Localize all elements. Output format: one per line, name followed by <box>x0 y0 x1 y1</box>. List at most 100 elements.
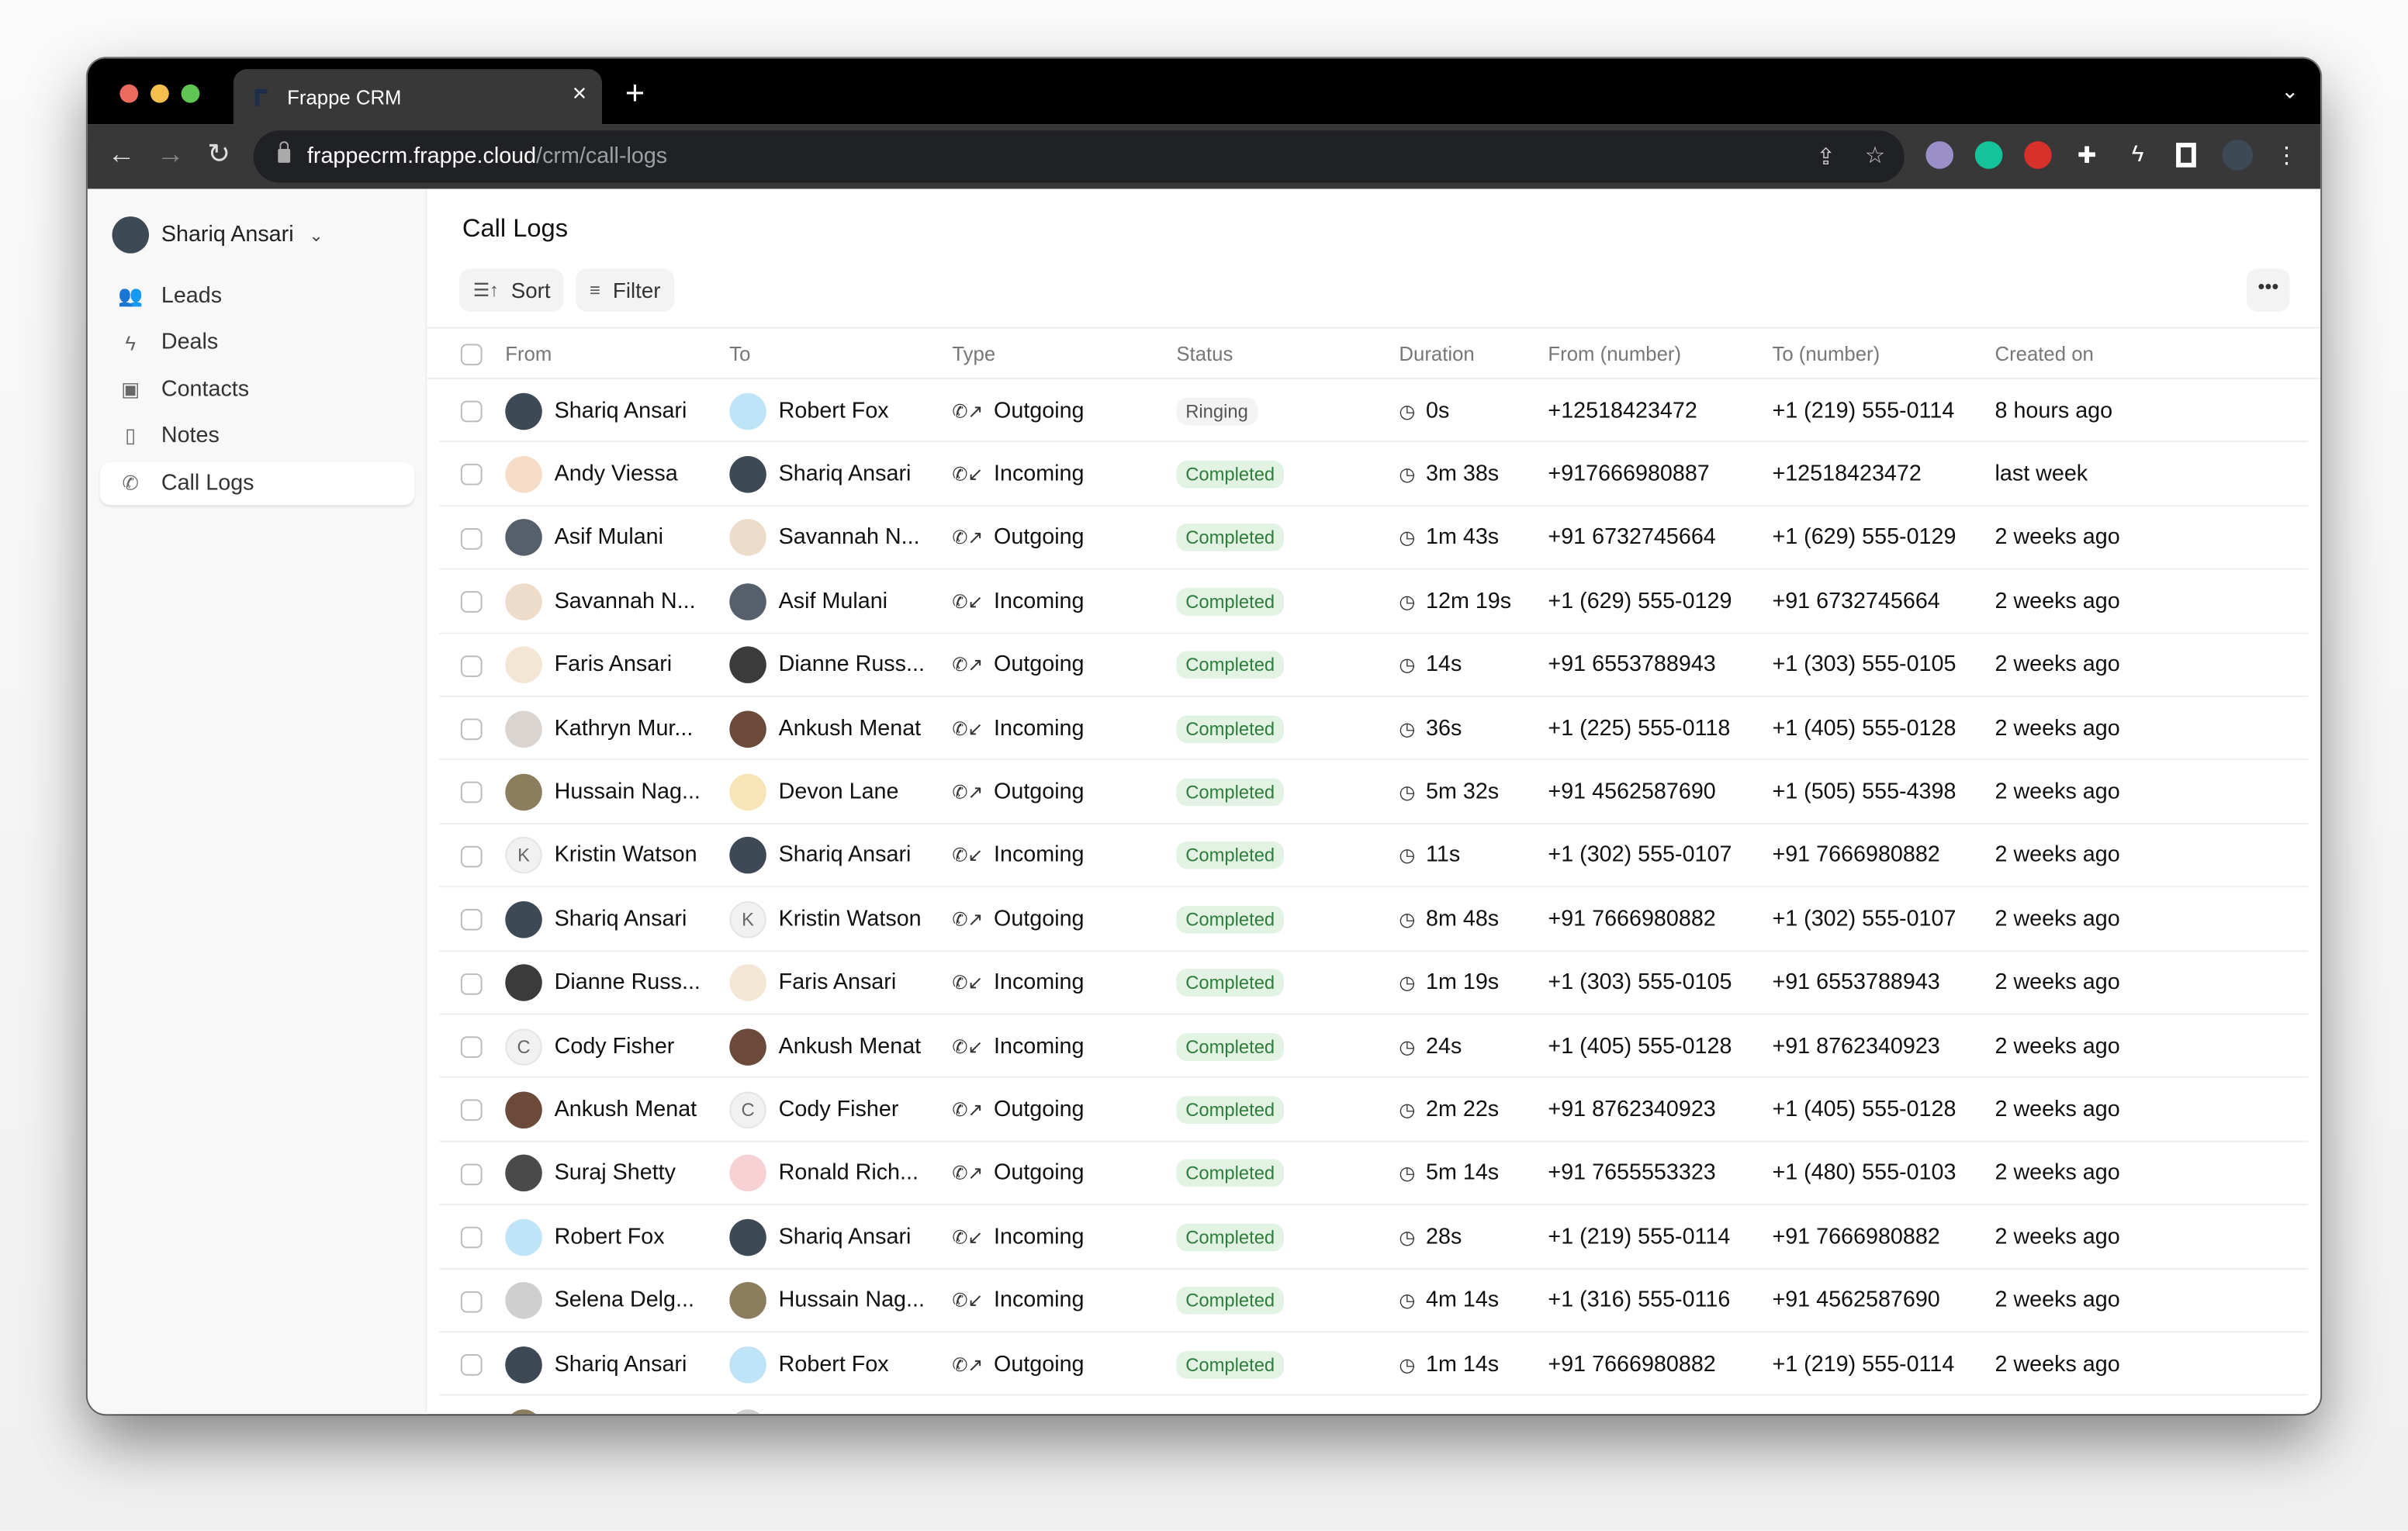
from-number: +91 7655553323 <box>1548 1161 1716 1186</box>
sidebar: Shariq Ansari ⌄ 👥 Leads ϟ Deals ▣ Contacts ▯ No… <box>87 188 427 1415</box>
table-row[interactable]: Hussain Nag... Devon Lane ✆↗ Outgoing Comple… <box>439 761 2309 824</box>
row-checkbox[interactable] <box>460 655 483 677</box>
row-checkbox[interactable] <box>460 1291 483 1312</box>
row-checkbox[interactable] <box>460 973 483 994</box>
type-cell: ✆↗ Outgoing <box>952 888 1084 951</box>
clock-icon: ◷ <box>1399 717 1416 740</box>
type-cell: ✆↙ Incoming <box>952 1269 1084 1332</box>
duration: 4m 14s <box>1426 1288 1500 1313</box>
browser-menu-icon[interactable]: ⋮ <box>2275 143 2299 169</box>
row-checkbox[interactable] <box>460 1100 483 1121</box>
column-header[interactable]: Created on <box>1995 342 2094 366</box>
row-checkbox[interactable] <box>460 1163 483 1185</box>
table-row[interactable]: Selena Delg... Hussain Nag... ✆↙ Incoming Co… <box>439 1269 2309 1333</box>
sort-button[interactable]: ☰↑ Sort <box>458 268 565 312</box>
table-row[interactable] <box>439 1396 2308 1415</box>
column-header[interactable]: Duration <box>1399 342 1475 366</box>
from-number: +1 (225) 555-0118 <box>1548 716 1731 741</box>
table-row[interactable]: C Cody Fisher Ankush Menat ✆↙ Incoming Comple… <box>439 1015 2309 1079</box>
reload-icon[interactable]: ↻ <box>207 138 231 169</box>
profile-avatar[interactable] <box>2222 140 2254 171</box>
table-row[interactable]: Asif Mulani Savannah N... ✆↗ Outgoing Comple… <box>439 506 2309 570</box>
sidebar-item-deals[interactable]: ϟ Deals <box>100 322 415 365</box>
call-type: Incoming <box>994 461 1085 487</box>
status-cell: Completed <box>1176 761 1285 824</box>
from-number: +91 6732745664 <box>1548 525 1716 551</box>
more-options-button[interactable]: ••• <box>2247 268 2290 312</box>
row-checkbox[interactable] <box>460 591 483 613</box>
address-bar[interactable]: frappecrm.frappe.cloud/crm/call-logs ⇪ ☆ <box>253 130 1905 183</box>
table-row[interactable]: Robert Fox Shariq Ansari ✆↙ Incoming Complet… <box>439 1205 2309 1270</box>
row-checkbox[interactable] <box>460 1354 483 1376</box>
sidepanel-icon[interactable] <box>2176 143 2196 168</box>
from-cell: Hussain Nag... <box>505 761 701 824</box>
to-cell: Shariq Ansari <box>729 443 911 506</box>
forward-icon[interactable]: → <box>156 138 185 169</box>
table-row[interactable]: Savannah N... Asif Mulani ✆↙ Incoming Comple… <box>439 570 2309 634</box>
row-checkbox[interactable] <box>460 464 483 486</box>
row-checkbox[interactable] <box>460 909 483 931</box>
column-header[interactable]: From (number) <box>1548 342 1682 366</box>
type-cell: ✆↙ Incoming <box>952 697 1084 760</box>
sidebar-item-leads[interactable]: 👥 Leads <box>100 275 415 317</box>
user-menu[interactable]: Shariq Ansari ⌄ <box>112 216 323 254</box>
table-row[interactable]: Kathryn Mur... Ankush Menat ✆↙ Incoming Comp… <box>439 697 2309 761</box>
back-icon[interactable]: ← <box>107 138 136 169</box>
select-all-checkbox[interactable] <box>460 344 483 366</box>
sidebar-item-call-logs[interactable]: ✆ Call Logs <box>99 461 415 505</box>
frappe-favicon-icon <box>254 88 268 106</box>
from-name: Andy Viessa <box>554 461 678 487</box>
row-checkbox[interactable] <box>460 1227 483 1249</box>
row-checkbox[interactable] <box>460 1036 483 1058</box>
phone-incoming-icon: ✆↙ <box>952 845 984 867</box>
from-name: Faris Ansari <box>554 652 673 678</box>
column-header[interactable]: To (number) <box>1772 342 1880 366</box>
leaf-bolt-extension-icon[interactable]: ϟ <box>2131 141 2144 168</box>
column-header[interactable]: From <box>505 342 552 366</box>
tab-list-chevron-icon[interactable]: ⌄ <box>2281 78 2299 103</box>
status-badge: Completed <box>1176 714 1285 743</box>
table-row[interactable]: Suraj Shetty Ronald Rich... ✆↗ Outgoing Comp… <box>439 1142 2309 1206</box>
to-number: +91 8762340923 <box>1772 1034 1940 1059</box>
column-header[interactable]: Type <box>952 342 996 366</box>
table-row[interactable]: K Kristin Watson Shariq Ansari ✆↙ Incoming Co… <box>439 824 2309 888</box>
clock-icon: ◷ <box>1399 654 1416 676</box>
sidebar-item-notes[interactable]: ▯ Notes <box>100 415 415 458</box>
row-checkbox[interactable] <box>460 845 483 868</box>
adblock-extension-icon[interactable] <box>2024 141 2052 169</box>
row-checkbox[interactable] <box>460 782 483 804</box>
table-row[interactable]: Dianne Russ... Faris Ansari ✆↙ Incoming Comp… <box>439 952 2309 1015</box>
column-header[interactable]: To <box>729 342 751 366</box>
browser-tab[interactable]: Frappe CRM × <box>233 69 603 125</box>
table-row[interactable]: Shariq Ansari K Kristin Watson ✆↗ Outgoing Co… <box>439 888 2309 952</box>
table-row[interactable]: Faris Ansari Dianne Russ... ✆↗ Outgoing Comp… <box>439 634 2309 697</box>
phone-outgoing-icon: ✆↗ <box>952 399 984 422</box>
column-header[interactable]: Status <box>1176 342 1233 366</box>
table-row[interactable]: Andy Viessa Shariq Ansari ✆↙ Incoming Comple… <box>439 443 2309 506</box>
avatar <box>505 900 542 938</box>
table-row[interactable]: Ankush Menat C Cody Fisher ✆↗ Outgoing Comple… <box>439 1078 2309 1142</box>
row-checkbox[interactable] <box>460 400 483 423</box>
filter-button[interactable]: ≡ Filter <box>576 268 675 312</box>
table-row[interactable]: Shariq Ansari Robert Fox ✆↗ Outgoing Complet… <box>439 1332 2309 1397</box>
octopus-extension-icon[interactable] <box>1925 141 1954 169</box>
extensions-puzzle-icon[interactable]: ✚ <box>2077 143 2097 169</box>
duration-cell: ◷ 4m 14s <box>1399 1269 1499 1332</box>
maximize-window-button[interactable] <box>181 84 200 103</box>
close-tab-icon[interactable]: × <box>572 81 587 108</box>
row-checkbox[interactable] <box>460 527 483 550</box>
from-number: +91 6553788943 <box>1548 652 1716 678</box>
new-tab-icon[interactable]: + <box>624 74 645 112</box>
close-window-button[interactable] <box>119 84 139 103</box>
grammarly-extension-icon[interactable] <box>1974 141 2003 169</box>
row-checkbox[interactable] <box>460 718 483 741</box>
table-row[interactable]: Shariq Ansari Robert Fox ✆↗ Outgoing Ringing… <box>439 379 2309 443</box>
minimize-window-button[interactable] <box>150 84 169 103</box>
bookmark-star-icon[interactable]: ☆ <box>1864 143 1886 169</box>
phone-outgoing-icon: ✆↗ <box>952 781 984 804</box>
created-on: 2 weeks ago <box>1995 970 2120 995</box>
call-type: Incoming <box>994 589 1085 614</box>
to-name: Shariq Ansari <box>778 1225 912 1249</box>
share-icon[interactable]: ⇪ <box>1816 144 1836 171</box>
sidebar-item-contacts[interactable]: ▣ Contacts <box>100 368 415 411</box>
